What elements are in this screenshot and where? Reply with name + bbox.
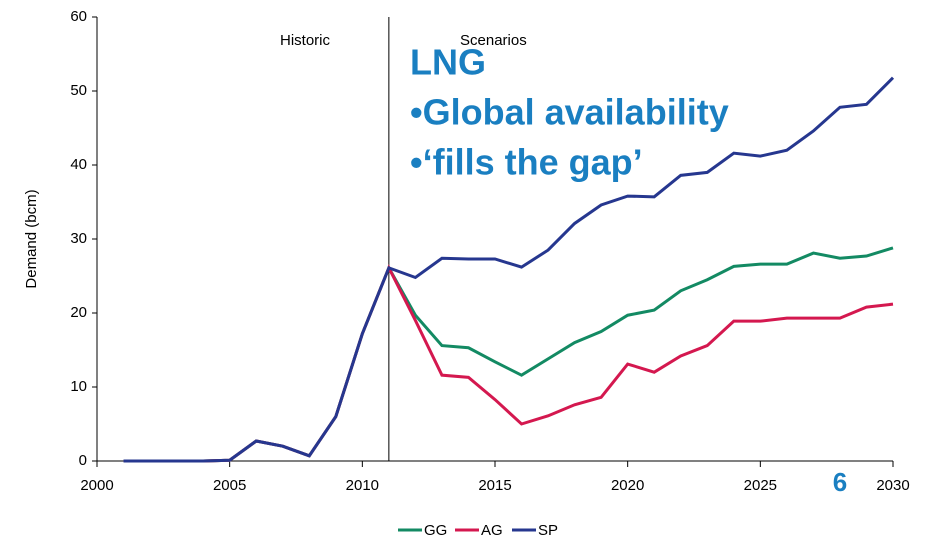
- series-line: [123, 246, 894, 463]
- y-tick-label: 0: [79, 452, 87, 469]
- divider-label: Historic: [280, 32, 331, 49]
- divider-label: Scenarios: [460, 32, 527, 49]
- annotation: •Global availability: [410, 92, 729, 133]
- y-tick-label: 10: [70, 378, 87, 395]
- x-tick-label: 2020: [611, 477, 644, 494]
- annotation: LNG: [410, 42, 486, 83]
- y-tick-label: 60: [70, 8, 87, 25]
- x-tick-label: 2010: [346, 477, 379, 494]
- y-tick-label: 40: [70, 156, 87, 173]
- y-tick-label: 30: [70, 230, 87, 247]
- x-tick-label: 2015: [478, 477, 511, 494]
- series-line: [123, 76, 895, 463]
- y-tick-label: 50: [70, 82, 87, 99]
- page-number: 6: [833, 467, 847, 497]
- legend-label: GG: [424, 522, 447, 539]
- annotation: •‘fills the gap’: [410, 142, 643, 183]
- legend-label: SP: [538, 522, 558, 539]
- x-tick-label: 2000: [80, 477, 113, 494]
- x-tick-label: 2025: [744, 477, 777, 494]
- legend-label: AG: [481, 522, 503, 539]
- x-tick-label: 2030: [876, 477, 909, 494]
- x-tick-label: 2005: [213, 477, 246, 494]
- series-line: [123, 264, 894, 463]
- y-axis-label: Demand (bcm): [23, 189, 40, 288]
- y-tick-label: 20: [70, 304, 87, 321]
